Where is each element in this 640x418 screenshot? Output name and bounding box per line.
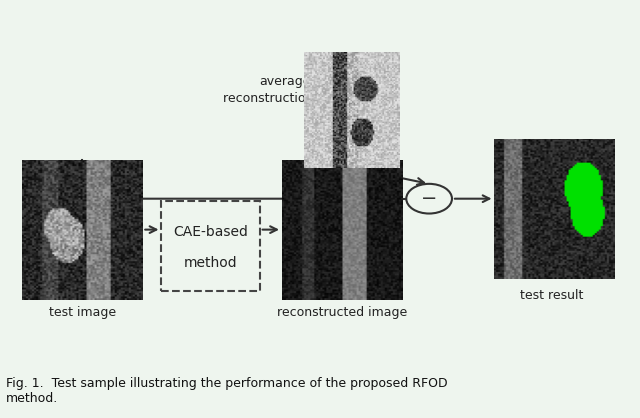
Text: reconstructed image: reconstructed image	[277, 306, 407, 319]
Text: CAE-based: CAE-based	[173, 225, 248, 239]
Text: method: method	[184, 256, 237, 270]
Text: −: −	[421, 189, 437, 208]
Text: average
reconstruction error: average reconstruction error	[223, 75, 348, 105]
Text: test result: test result	[520, 289, 583, 303]
Text: test image: test image	[49, 306, 116, 319]
Text: Fig. 1.  Test sample illustrating the performance of the proposed RFOD
method.: Fig. 1. Test sample illustrating the per…	[6, 377, 447, 405]
Circle shape	[406, 184, 452, 214]
